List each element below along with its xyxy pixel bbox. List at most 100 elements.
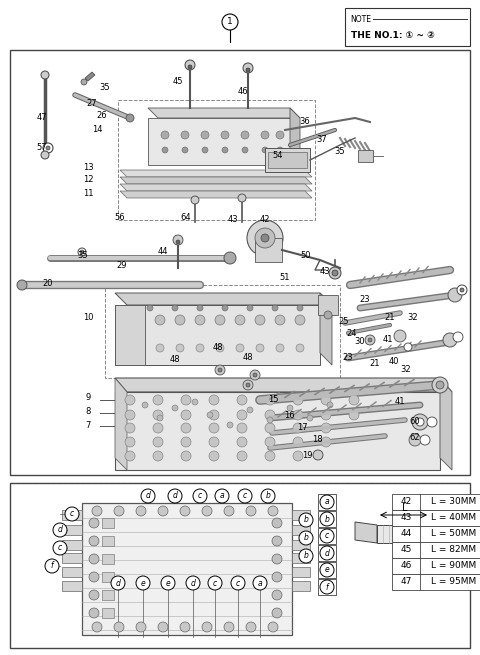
Bar — [392, 558, 480, 574]
Circle shape — [136, 576, 150, 590]
Circle shape — [141, 489, 155, 503]
Polygon shape — [440, 378, 452, 470]
Circle shape — [209, 423, 219, 433]
Polygon shape — [268, 152, 307, 168]
Text: 57: 57 — [36, 143, 48, 153]
Circle shape — [202, 622, 212, 632]
Circle shape — [272, 554, 282, 564]
Text: 43: 43 — [400, 514, 412, 523]
Text: 24: 24 — [347, 329, 357, 337]
Circle shape — [243, 380, 253, 390]
Circle shape — [276, 131, 284, 139]
Circle shape — [158, 622, 168, 632]
Text: d: d — [191, 578, 195, 588]
Bar — [392, 510, 480, 526]
Text: 8: 8 — [85, 407, 91, 417]
Circle shape — [256, 344, 264, 352]
Circle shape — [89, 536, 99, 546]
Text: 46: 46 — [400, 561, 412, 571]
Circle shape — [237, 437, 247, 447]
Circle shape — [89, 608, 99, 618]
Circle shape — [238, 194, 246, 202]
Text: 43: 43 — [228, 215, 238, 225]
Circle shape — [78, 248, 86, 256]
Circle shape — [246, 383, 250, 387]
Circle shape — [272, 590, 282, 600]
Circle shape — [192, 399, 198, 405]
Circle shape — [209, 437, 219, 447]
Circle shape — [193, 489, 207, 503]
Text: d: d — [58, 525, 62, 534]
Circle shape — [276, 344, 284, 352]
Circle shape — [272, 305, 278, 311]
Circle shape — [215, 365, 225, 375]
Text: 11: 11 — [83, 189, 93, 198]
Circle shape — [181, 395, 191, 405]
Bar — [318, 562, 336, 578]
Text: 35: 35 — [100, 83, 110, 92]
Text: 29: 29 — [117, 261, 127, 269]
Text: b: b — [303, 552, 309, 561]
Polygon shape — [120, 170, 312, 177]
Circle shape — [186, 576, 200, 590]
Text: 43: 43 — [320, 267, 330, 276]
Text: 41: 41 — [383, 335, 393, 345]
Text: 44: 44 — [158, 248, 168, 257]
Circle shape — [218, 368, 222, 372]
Circle shape — [172, 405, 178, 411]
Text: b: b — [324, 514, 329, 523]
Circle shape — [327, 402, 333, 408]
Text: 20: 20 — [43, 278, 53, 288]
Circle shape — [224, 506, 234, 516]
Text: d: d — [173, 491, 178, 500]
Text: 56: 56 — [115, 214, 125, 223]
Polygon shape — [318, 295, 338, 315]
Text: 13: 13 — [83, 162, 93, 172]
Circle shape — [221, 131, 229, 139]
Circle shape — [272, 572, 282, 582]
Text: e: e — [141, 578, 145, 588]
Bar — [102, 572, 114, 582]
Circle shape — [222, 14, 238, 30]
Circle shape — [320, 546, 334, 560]
Circle shape — [43, 143, 53, 153]
Text: 51: 51 — [280, 274, 290, 282]
Circle shape — [185, 60, 195, 70]
Circle shape — [216, 344, 224, 352]
Circle shape — [158, 506, 168, 516]
Circle shape — [153, 423, 163, 433]
Circle shape — [307, 415, 313, 421]
Bar — [10, 483, 470, 648]
Circle shape — [277, 147, 283, 153]
Circle shape — [215, 315, 225, 325]
Bar — [102, 590, 114, 600]
Circle shape — [320, 512, 334, 526]
Circle shape — [41, 151, 49, 159]
Circle shape — [136, 506, 146, 516]
Circle shape — [195, 315, 205, 325]
Text: 37: 37 — [317, 134, 327, 143]
Circle shape — [89, 554, 99, 564]
Circle shape — [265, 451, 275, 461]
Circle shape — [237, 423, 247, 433]
Text: 48: 48 — [170, 356, 180, 364]
Circle shape — [247, 305, 253, 311]
Text: 42: 42 — [260, 215, 270, 225]
Circle shape — [125, 423, 135, 433]
Polygon shape — [290, 108, 300, 165]
Bar — [292, 553, 310, 563]
Polygon shape — [115, 378, 127, 470]
Text: NOTE: NOTE — [350, 14, 371, 24]
Text: 47: 47 — [36, 113, 48, 122]
Circle shape — [114, 622, 124, 632]
Circle shape — [181, 451, 191, 461]
Text: L = 30MM: L = 30MM — [432, 498, 477, 506]
Circle shape — [253, 373, 257, 377]
Circle shape — [261, 234, 269, 242]
Circle shape — [237, 451, 247, 461]
Circle shape — [89, 572, 99, 582]
Circle shape — [208, 576, 222, 590]
Circle shape — [268, 622, 278, 632]
Text: 40: 40 — [389, 358, 399, 367]
Circle shape — [448, 288, 462, 302]
